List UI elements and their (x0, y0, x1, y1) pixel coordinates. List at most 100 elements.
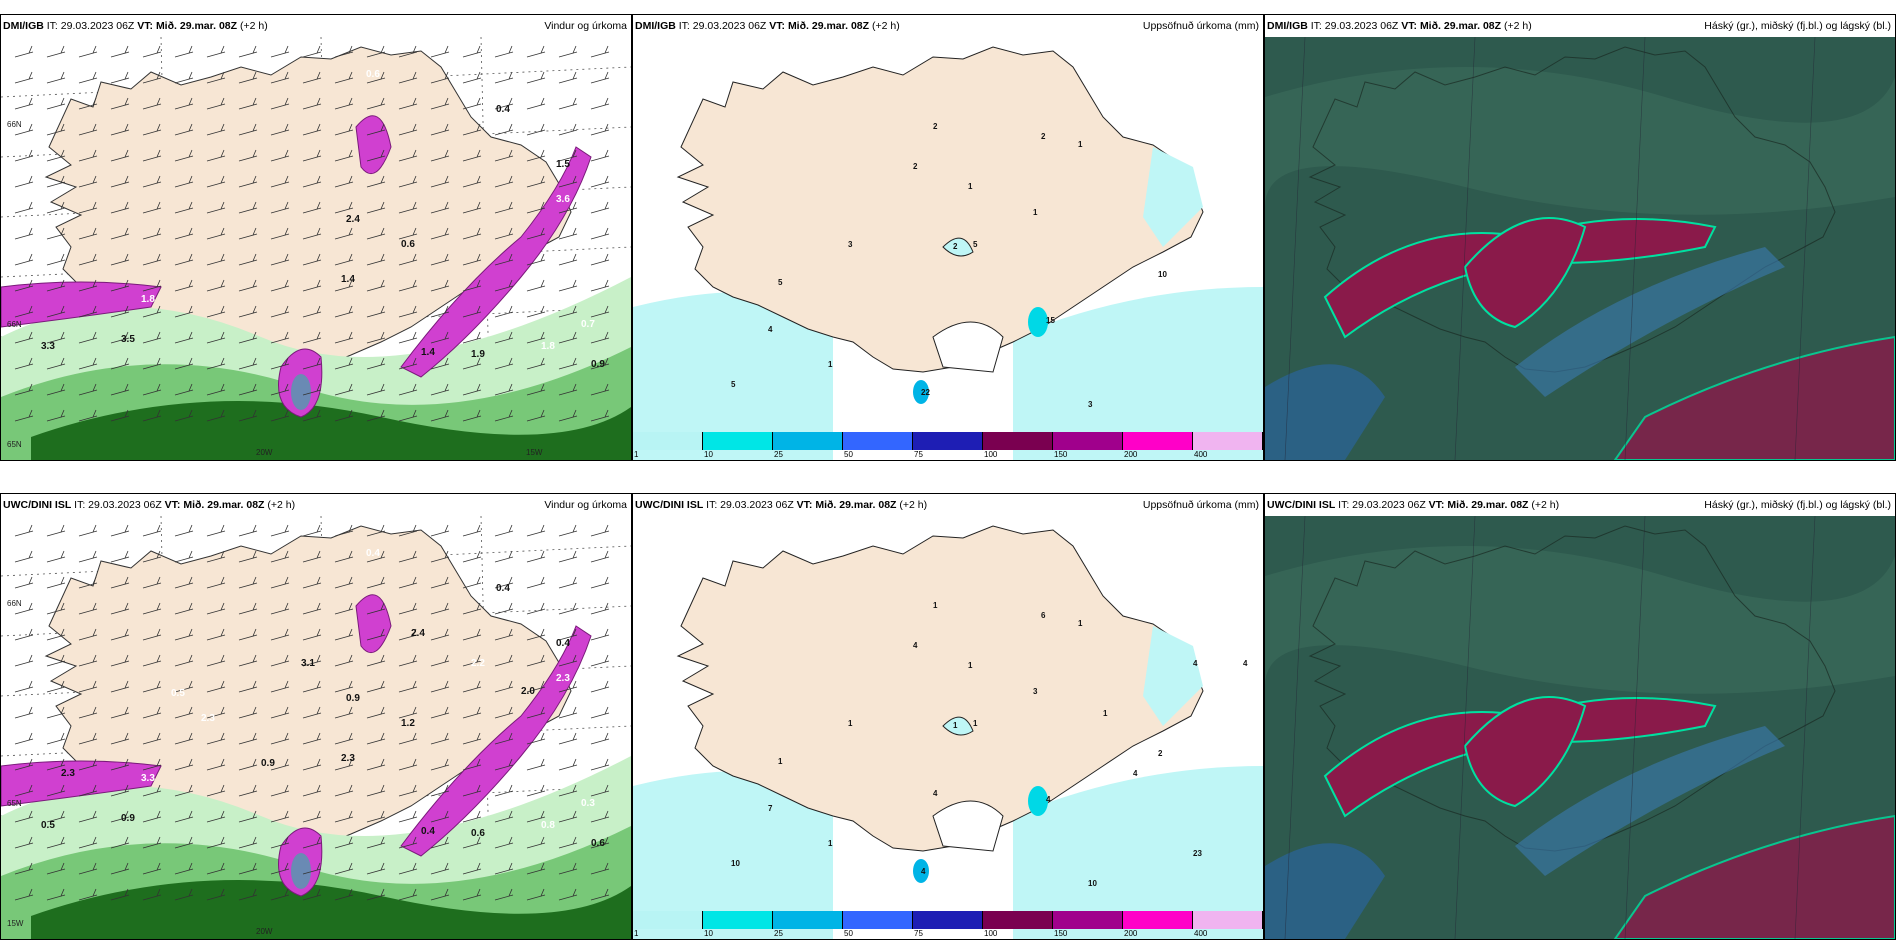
wind-barb (366, 97, 386, 110)
map-wind[interactable]: 0.6 0.4 1.5 3.6 2.4 0.6 1.8 3.5 3.3 0.7 1.4 1.9 1.8 0… (1, 37, 631, 460)
init-time: IT: 29.03.2023 06Z (1310, 20, 1399, 32)
model-name: DMI/IGB (1267, 20, 1308, 32)
wind-barb (302, 602, 322, 615)
wind-barb (14, 524, 34, 537)
graticule-line (1454, 37, 1476, 460)
wind-barb (270, 680, 290, 693)
wind-barb (494, 758, 514, 771)
model-name: DMI/IGB (3, 20, 44, 32)
valid-time-label: VT: (1428, 499, 1445, 511)
wind-barb (46, 706, 66, 719)
wind-barb (558, 357, 578, 370)
wind-barb (110, 175, 130, 188)
precip-value-label: 0.8 (541, 820, 555, 831)
wind-barb (398, 305, 418, 318)
colorbar-swatch (633, 911, 703, 929)
wind-barb (174, 201, 194, 214)
wind-barb (14, 123, 34, 136)
wind-barb (142, 654, 162, 667)
wind-barb (14, 149, 34, 162)
wind-barb (302, 628, 322, 641)
map-cloud[interactable] (1265, 37, 1895, 460)
wind-barb (558, 628, 578, 641)
wind-barb (590, 305, 610, 318)
panel-dmi-wind[interactable]: DMI/IGB IT: 29.03.2023 06Z VT: Mið. 29.m… (0, 14, 632, 461)
wind-barb (142, 862, 162, 875)
wind-barb (334, 149, 354, 162)
lead-time: (+2 h) (1503, 20, 1532, 32)
wind-barb (206, 576, 226, 589)
colorbar-swatch (1193, 911, 1263, 929)
wind-barb (174, 862, 194, 875)
wind-barb (78, 836, 98, 849)
wind-barb (78, 576, 98, 589)
wind-barb (206, 602, 226, 615)
wind-barb (526, 602, 546, 615)
map-cloud[interactable] (1265, 516, 1895, 939)
precip-value-label: 5 (731, 380, 736, 389)
wind-barb (526, 836, 546, 849)
wind-barb (462, 784, 482, 797)
panel-uwc-cloud[interactable]: UWC/DINI ISL IT: 29.03.2023 06Z VT: Mið.… (1264, 493, 1896, 940)
colorbar-swatch (913, 911, 983, 929)
colorbar-tick-label: 50 (844, 929, 853, 938)
precip-area (942, 716, 974, 736)
precip-value-label: 0.4 (556, 638, 570, 649)
wind-barb (462, 888, 482, 901)
wind-barb (270, 732, 290, 745)
wind-barb (78, 331, 98, 344)
wind-barb (270, 524, 290, 537)
panel-uwc-precip[interactable]: UWC/DINI ISL IT: 29.03.2023 06Z VT: Mið.… (632, 493, 1264, 940)
panel-dmi-cloud[interactable]: DMI/IGB IT: 29.03.2023 06Z VT: Mið. 29.m… (1264, 14, 1896, 461)
wind-barb (366, 383, 386, 396)
wind-barb (590, 550, 610, 563)
wind-barb (174, 810, 194, 823)
wind-barb (14, 279, 34, 292)
wind-barb (78, 279, 98, 292)
precip-band (400, 146, 592, 378)
wind-barb (142, 784, 162, 797)
panel-uwc-wind[interactable]: UWC/DINI ISL IT: 29.03.2023 06Z VT: Mið.… (0, 493, 632, 940)
wind-barb (398, 758, 418, 771)
wind-barb (334, 550, 354, 563)
wind-barb (46, 732, 66, 745)
wind-barb (110, 576, 130, 589)
lead-time: (+2 h) (267, 499, 296, 511)
wind-barb (430, 602, 450, 615)
wind-barb (110, 123, 130, 136)
wind-barb (366, 628, 386, 641)
precip-value-label: 2.3 (556, 673, 570, 684)
colorbar-tick-label: 1 (634, 929, 639, 938)
wind-barb (14, 201, 34, 214)
precip-value-label: 10 (1088, 879, 1097, 888)
wind-barb (14, 810, 34, 823)
wind-barb (558, 253, 578, 266)
wind-barb (302, 810, 322, 823)
wind-barb (398, 706, 418, 719)
wind-barb (78, 383, 98, 396)
colorbar-swatch (773, 432, 843, 450)
wind-barb (302, 836, 322, 849)
wind-barb (494, 706, 514, 719)
wind-barb (590, 149, 610, 162)
map-precip[interactable]: 1 4 1 6 1 1 3 1 1 7 1 2 1 10 10 4 4 4 4 4 1 4 23 (633, 516, 1263, 939)
wind-barb (462, 706, 482, 719)
wind-barb (270, 305, 290, 318)
wind-barb (462, 550, 482, 563)
wind-barb (430, 123, 450, 136)
wind-barb (462, 279, 482, 292)
wind-barb (174, 602, 194, 615)
colorbar-swatch (1123, 432, 1193, 450)
wind-barb (142, 836, 162, 849)
panel-dmi-precip[interactable]: DMI/IGB IT: 29.03.2023 06Z VT: Mið. 29.m… (632, 14, 1264, 461)
precip-value-label: 1 (828, 360, 833, 369)
colorbar-swatch (843, 911, 913, 929)
wind-barb (558, 524, 578, 537)
wind-barb (46, 149, 66, 162)
wind-barb (206, 253, 226, 266)
map-wind[interactable]: 0.4 0.4 0.4 2.3 0.9 1.2 3.3 0.9 0.5 0.3 0.4 0.6 0.8 0… (1, 516, 631, 939)
precip-area (633, 771, 833, 939)
wind-barb (78, 357, 98, 370)
wind-barb (430, 201, 450, 214)
map-precip[interactable]: 2 2 1 2 1 2 1 3 5 4 1 10 5 5 3 22 15 (633, 37, 1263, 460)
